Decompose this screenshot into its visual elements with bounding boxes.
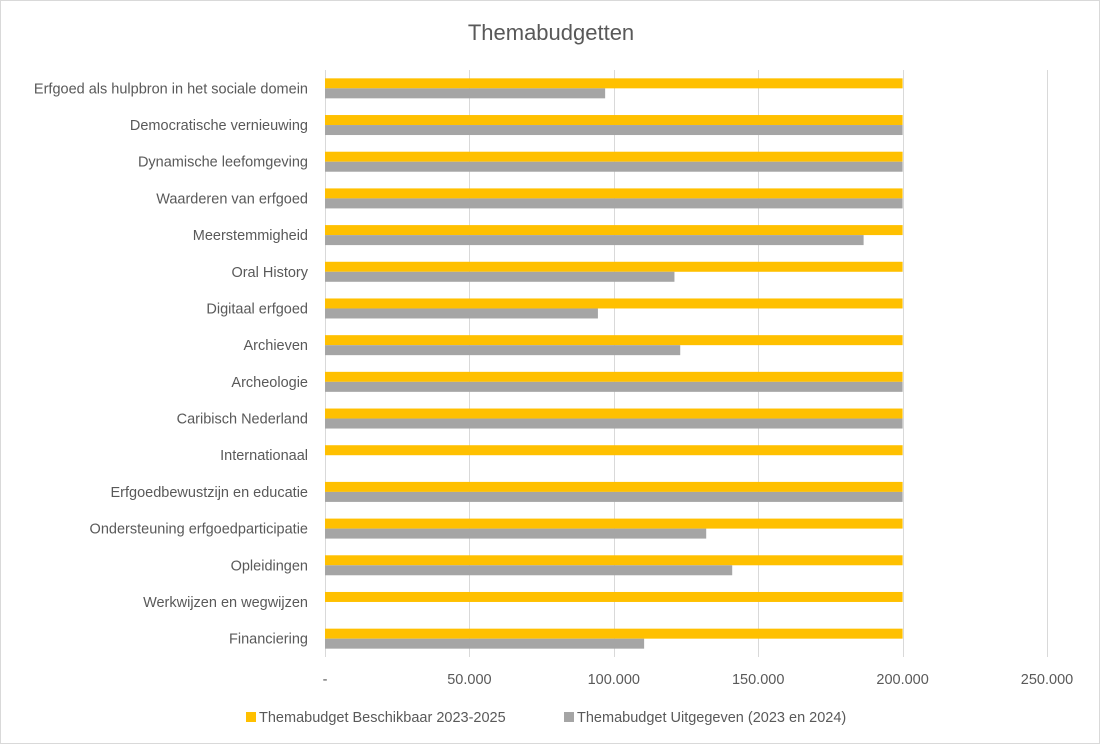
category-label-0: Erfgoed als hulpbron in het sociale dome… [34,81,308,97]
bar-s1-7 [325,335,903,346]
bar-s1-1 [325,115,903,126]
bar-s1-6 [325,298,903,309]
bars [325,78,903,649]
bar-s1-10 [325,445,903,456]
bar-s2-13 [325,565,733,576]
bar-s1-13 [325,555,903,566]
x-tick-label-0: - [323,672,328,688]
bar-s1-14 [325,591,903,602]
x-tick-label-1: 50.000 [447,672,491,688]
legend-label-2: Themabudget Uitgegeven (2023 en 2024) [577,710,846,726]
x-axis-tick-labels: - 50.000 100.000 150.000 200.000 250.000 [323,672,1074,688]
x-tick-label-4: 200.000 [876,672,928,688]
legend-swatch-1 [246,712,256,722]
category-label-12: Ondersteuning erfgoedparticipatie [90,522,308,538]
bar-s2-8 [325,381,903,392]
bar-s2-9 [325,418,903,429]
category-label-9: Caribisch Nederland [177,412,308,428]
category-label-7: Archieven [244,338,308,354]
bar-s2-15 [325,638,645,649]
bar-s1-12 [325,518,903,529]
category-label-3: Waarderen van erfgoed [156,191,308,207]
category-label-8: Archeologie [231,375,308,391]
bar-s2-7 [325,345,681,356]
category-label-10: Internationaal [220,448,308,464]
bar-s1-15 [325,628,903,639]
bar-s2-2 [325,161,903,172]
bar-s1-9 [325,408,903,419]
bar-s2-1 [325,125,903,136]
category-label-13: Opleidingen [231,558,308,574]
bar-s1-3 [325,188,903,199]
bar-s1-4 [325,225,903,236]
bar-s1-8 [325,371,903,382]
bar-s1-11 [325,481,903,492]
category-label-11: Erfgoedbewustzijn en educatie [111,485,309,501]
bar-s2-3 [325,198,903,209]
x-tick-label-2: 100.000 [588,672,640,688]
legend-swatch-2 [564,712,574,722]
legend: Themabudget Beschikbaar 2023-2025 Themabu… [246,710,846,726]
category-labels: Erfgoed als hulpbron in het sociale dome… [34,81,309,647]
category-label-15: Financiering [229,632,308,648]
category-label-1: Democratische vernieuwing [130,118,308,134]
bar-s2-5 [325,271,675,282]
bar-s2-6 [325,308,598,319]
category-label-5: Oral History [231,265,308,281]
category-label-14: Werkwijzen en wegwijzen [143,595,308,611]
category-label-6: Digitaal erfgoed [206,301,308,317]
x-tick-label-5: 250.000 [1021,672,1073,688]
category-label-2: Dynamische leefomgeving [138,155,308,171]
category-label-4: Meerstemmigheid [193,228,308,244]
bar-s1-5 [325,261,903,272]
bar-s2-11 [325,491,903,502]
chart-title: Themabudgetten [468,20,634,45]
legend-label-1: Themabudget Beschikbaar 2023-2025 [259,710,506,726]
bar-s2-0 [325,88,606,99]
bar-s2-4 [325,235,864,246]
bar-s1-2 [325,151,903,162]
bar-s2-12 [325,528,707,539]
bar-s1-0 [325,78,903,89]
x-tick-label-3: 150.000 [732,672,784,688]
